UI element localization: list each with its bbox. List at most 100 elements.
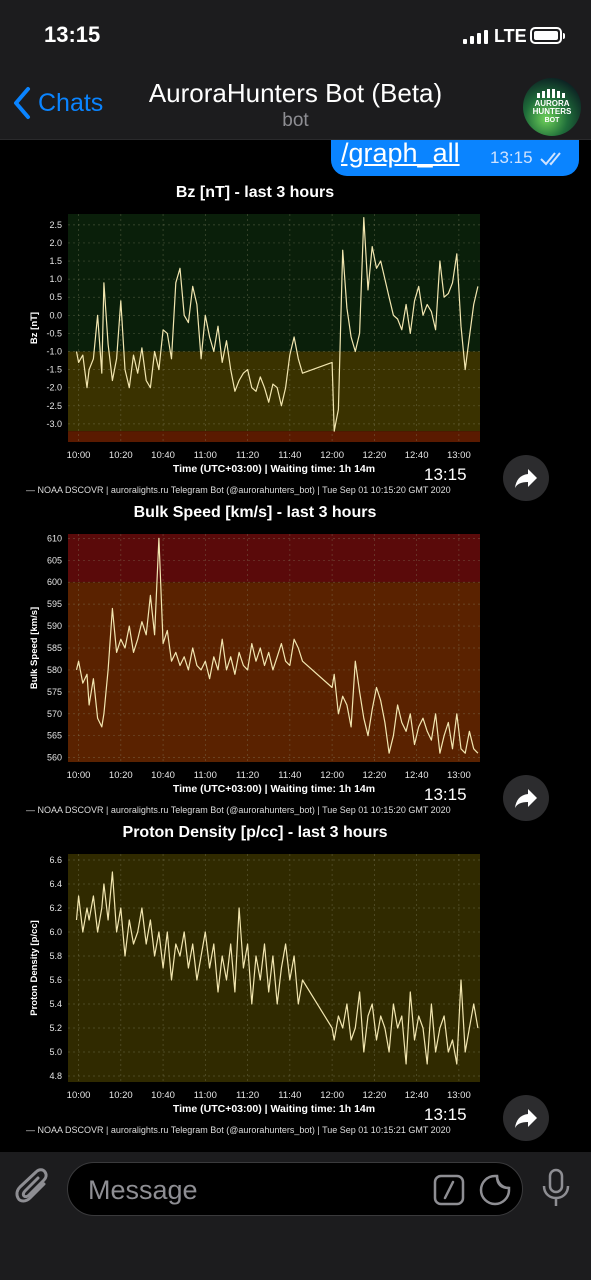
y-tick-label: 575 — [47, 687, 62, 697]
message-input[interactable]: Message — [67, 1162, 523, 1216]
message-time: 13:15 — [490, 148, 533, 167]
x-tick-label: 13:00 — [447, 770, 471, 781]
y-tick-label: 6.0 — [49, 927, 62, 937]
y-tick-label: 5.8 — [49, 951, 62, 961]
x-tick-label: 10:20 — [109, 450, 133, 461]
chart-band — [68, 214, 480, 352]
x-tick-label: 10:40 — [151, 770, 175, 781]
forward-icon — [515, 789, 537, 808]
share-button[interactable] — [503, 455, 549, 501]
y-tick-label: -3.0 — [46, 419, 62, 429]
message-time: 13:15 — [424, 1105, 467, 1124]
signal-icon — [463, 30, 488, 44]
outgoing-message[interactable]: /graph_all 13:15 — [331, 138, 579, 176]
chart-title: Proton Density [p/cc] - last 3 hours — [122, 824, 388, 841]
x-tick-label: 12:20 — [362, 450, 386, 461]
y-axis-label: Bulk Speed [km/s] — [29, 607, 40, 689]
x-tick-label: 13:00 — [447, 1090, 471, 1101]
y-tick-label: 4.8 — [49, 1071, 62, 1081]
chart-band — [68, 351, 480, 432]
microphone-icon[interactable] — [540, 1168, 572, 1208]
message-time: 13:15 — [424, 465, 467, 484]
bot-command-icon[interactable] — [433, 1174, 465, 1206]
series-line — [75, 216, 479, 432]
x-tick-label: 11:20 — [236, 770, 259, 781]
x-tick-label: 11:40 — [278, 1090, 301, 1101]
y-tick-label: 585 — [47, 643, 62, 653]
battery-icon — [530, 27, 565, 44]
status-bar: 13:15 LTE — [0, 0, 591, 72]
aurora-logo-icon: AURORA HUNTERS BOT — [533, 89, 572, 124]
network-label: LTE — [494, 26, 527, 46]
y-tick-label: 565 — [47, 731, 62, 741]
chart-image-density[interactable]: Proton Density [p/cc] - last 3 hours 6.6… — [22, 820, 488, 1140]
x-tick-label: 12:40 — [405, 770, 429, 781]
back-label: Chats — [38, 88, 104, 117]
chart-speed: 610 605 600 595 590 585 580 575 570 565 560 10:00 10… — [29, 533, 480, 795]
y-tick-label: -1.5 — [46, 365, 62, 375]
series-line — [75, 537, 479, 754]
x-tick-label: 12:20 — [362, 770, 386, 781]
x-axis-label: Time (UTC+03:00) | Waiting time: 1h 14m — [173, 463, 375, 475]
chart-title: Bulk Speed [km/s] - last 3 hours — [133, 504, 377, 521]
y-tick-label: 5.0 — [49, 1047, 62, 1057]
y-axis-label: Proton Density [p/cc] — [29, 920, 40, 1016]
y-tick-label: 590 — [47, 621, 62, 631]
chart-image-bz[interactable]: Bz [nT] - last 3 hours 2.5 2.0 1.5 1.0 0.5 0.… — [22, 180, 488, 500]
avatar[interactable]: AURORA HUNTERS BOT — [523, 78, 581, 136]
y-tick-label: 605 — [47, 555, 62, 565]
x-tick-label: 11:40 — [278, 770, 301, 781]
chat-title[interactable]: AuroraHunters Bot (Beta) — [148, 78, 443, 108]
y-tick-label: 5.6 — [49, 975, 62, 985]
chat-header: Chats AuroraHunters Bot (Beta) bot AUROR… — [0, 72, 591, 140]
y-tick-label: 570 — [47, 709, 62, 719]
x-tick-label: 12:00 — [320, 770, 344, 781]
y-tick-label: 580 — [47, 665, 62, 675]
y-tick-label: 1.0 — [49, 274, 62, 284]
x-tick-label: 11:20 — [236, 1090, 259, 1101]
y-tick-label: -1.0 — [46, 347, 62, 357]
double-check-icon — [540, 152, 561, 166]
y-tick-label: 0.0 — [49, 310, 62, 320]
chart-band — [68, 534, 480, 583]
x-tick-label: 11:00 — [194, 770, 217, 781]
paperclip-icon[interactable] — [14, 1166, 54, 1210]
x-axis-label: Time (UTC+03:00) | Waiting time: 1h 14m — [173, 1103, 375, 1115]
chart-title: Bz [nT] - last 3 hours — [175, 184, 335, 201]
avatar-text-1: AURORA — [534, 99, 569, 108]
chat-subtitle: bot — [282, 110, 309, 131]
y-tick-label: 560 — [47, 753, 62, 763]
share-button[interactable] — [503, 1095, 549, 1141]
chart-density: 6.6 6.4 6.2 6.0 5.8 5.6 5.4 5.2 5.0 4.8 10:00 10:20… — [29, 854, 480, 1115]
y-tick-label: 6.4 — [49, 879, 62, 889]
chart-image-speed[interactable]: Bulk Speed [km/s] - last 3 hours 610 605 6… — [22, 500, 488, 820]
y-tick-label: -2.0 — [46, 383, 62, 393]
x-tick-label: 12:20 — [362, 1090, 386, 1101]
x-tick-label: 11:00 — [194, 1090, 217, 1101]
chart-footer: — NOAA DSCOVR | auroralights.ru Telegram… — [26, 805, 451, 815]
x-tick-label: 10:20 — [109, 770, 133, 781]
outgoing-message-text[interactable]: /graph_all — [341, 138, 460, 168]
status-time: 13:15 — [44, 22, 101, 47]
x-tick-label: 10:00 — [67, 1090, 91, 1101]
back-button[interactable]: Chats — [12, 86, 103, 120]
x-tick-label: 12:40 — [405, 1090, 429, 1101]
x-tick-label: 12:00 — [320, 1090, 344, 1101]
x-tick-label: 10:00 — [67, 450, 91, 461]
x-tick-label: 10:40 — [151, 450, 175, 461]
y-tick-label: 2.5 — [49, 220, 62, 230]
avatar-text-3: BOT — [545, 117, 561, 124]
y-tick-label: 600 — [47, 577, 62, 587]
share-button[interactable] — [503, 775, 549, 821]
x-tick-label: 12:00 — [320, 450, 344, 461]
y-axis-label: Bz [nT] — [29, 312, 40, 344]
y-tick-label: -0.5 — [46, 328, 62, 338]
chart-bz: 2.5 2.0 1.5 1.0 0.5 0.0 -0.5 -1.0 -1.5 -2.0 -2.5 -3… — [29, 214, 480, 475]
sticker-icon[interactable] — [479, 1174, 511, 1206]
x-tick-label: 10:20 — [109, 1090, 133, 1101]
chart-band — [68, 582, 480, 762]
y-tick-label: 0.5 — [49, 292, 62, 302]
y-tick-label: 595 — [47, 599, 62, 609]
series-line — [75, 871, 479, 1065]
y-tick-label: -2.5 — [46, 401, 62, 411]
